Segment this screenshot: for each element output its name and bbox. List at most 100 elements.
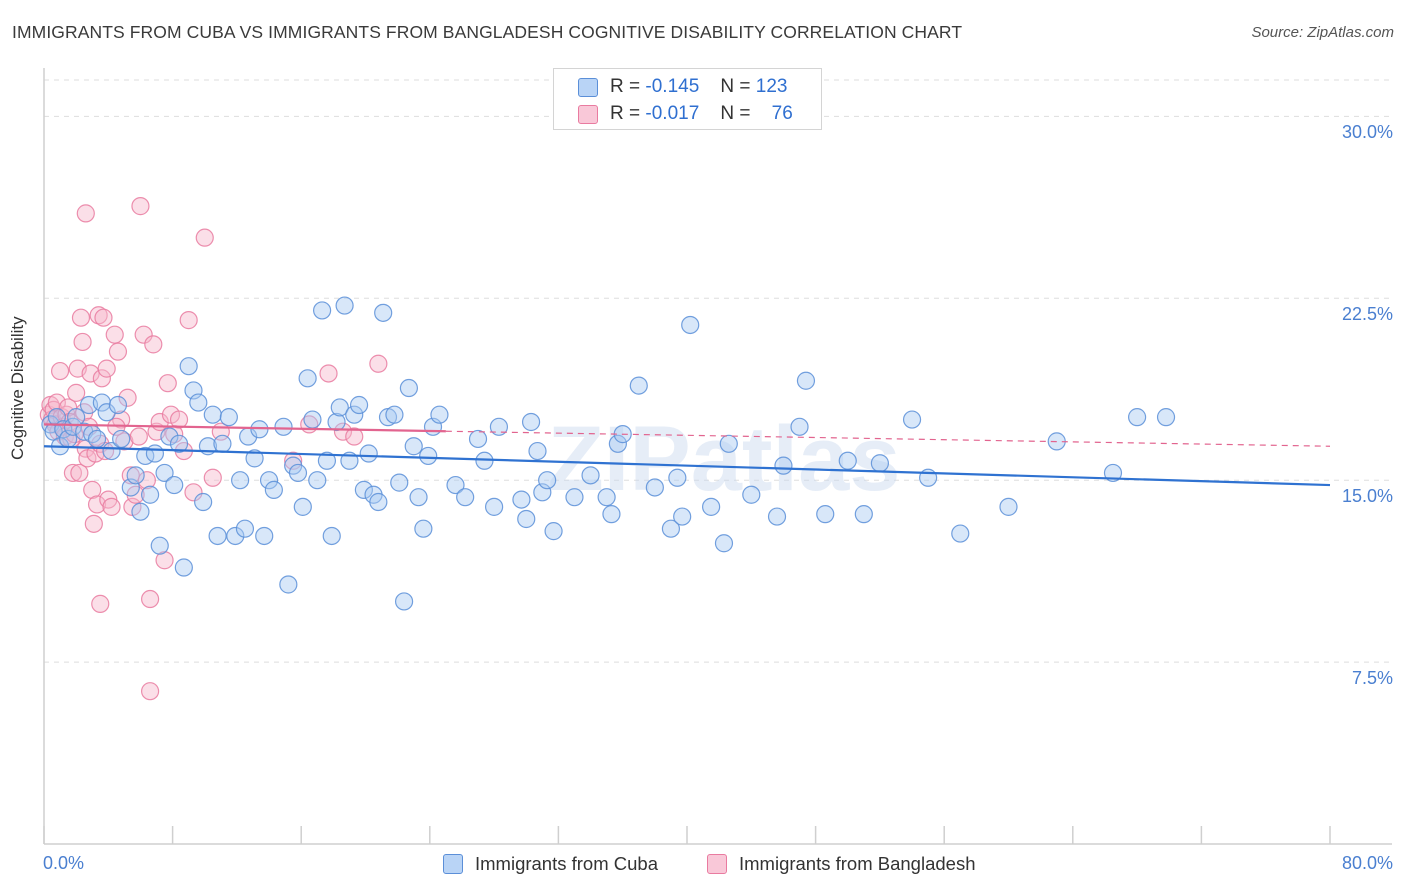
- y-tick-label: 7.5%: [1351, 668, 1393, 689]
- data-point: [446, 475, 465, 495]
- data-point: [105, 325, 124, 344]
- cuba-n-label: N =: [720, 76, 751, 97]
- data-point: [158, 374, 177, 393]
- data-point: [1103, 463, 1123, 483]
- data-point: [169, 434, 189, 453]
- data-point: [63, 417, 83, 436]
- data-point: [602, 505, 621, 524]
- data-point: [71, 308, 91, 327]
- data-point: [203, 468, 222, 487]
- data-point: [565, 488, 584, 507]
- data-point: [719, 434, 738, 453]
- data-point: [838, 451, 857, 470]
- data-point: [409, 488, 428, 507]
- trend-lines: [43, 423, 1331, 487]
- data-point: [1127, 408, 1147, 427]
- data-point: [303, 410, 322, 429]
- data-point: [89, 306, 108, 325]
- data-point: [404, 437, 423, 456]
- data-point: [264, 480, 283, 499]
- data-point: [259, 471, 279, 490]
- data-point: [213, 434, 232, 453]
- data-point: [533, 483, 552, 502]
- y-tick-label: 30.0%: [1341, 122, 1393, 143]
- data-point: [195, 228, 214, 247]
- data-point: [87, 429, 107, 449]
- data-point: [279, 575, 298, 594]
- data-point: [184, 381, 203, 400]
- data-point: [245, 449, 264, 468]
- data-point: [145, 444, 165, 463]
- legend-item-cuba: Immigrants from Cuba: [443, 853, 658, 875]
- data-point: [91, 594, 110, 613]
- data-point: [354, 480, 373, 499]
- watermark: ZIPatlas: [548, 408, 901, 510]
- data-point: [174, 558, 193, 577]
- data-point: [322, 526, 341, 546]
- data-point: [293, 497, 312, 516]
- data-point: [140, 589, 160, 609]
- data-point: [581, 466, 600, 485]
- data-point: [121, 478, 140, 497]
- bangladesh-r-value: -0.017: [645, 103, 700, 124]
- data-point: [155, 463, 174, 483]
- legend-row-bangladesh: R = -0.017 N = 76: [578, 101, 793, 127]
- data-point: [673, 507, 692, 526]
- data-point: [319, 364, 338, 383]
- data-point: [137, 471, 156, 490]
- cuba-legend-swatch: [443, 854, 463, 874]
- data-point: [231, 471, 250, 490]
- data-point: [169, 410, 189, 429]
- bangladesh-legend-swatch: [707, 854, 727, 874]
- data-point: [165, 475, 184, 495]
- data-point: [108, 395, 128, 415]
- data-point: [226, 526, 245, 546]
- cuba-r-value: -0.145: [645, 76, 700, 97]
- bangladesh-n-label: N =: [720, 103, 751, 124]
- data-point: [528, 441, 547, 461]
- data-point: [126, 466, 145, 485]
- bangladesh-n-value: 76: [771, 103, 793, 124]
- data-point: [390, 473, 409, 492]
- data-point: [456, 488, 475, 507]
- data-point: [189, 393, 208, 412]
- data-point: [312, 301, 332, 320]
- data-point: [767, 507, 787, 526]
- data-point: [144, 335, 163, 354]
- data-point: [47, 393, 66, 412]
- data-point: [102, 497, 121, 516]
- data-point: [796, 371, 816, 390]
- data-point: [714, 534, 734, 553]
- data-point: [399, 378, 419, 398]
- data-point: [774, 456, 793, 475]
- data-point: [870, 454, 890, 473]
- data-point: [97, 403, 116, 422]
- data-point: [102, 441, 121, 461]
- data-point: [179, 357, 198, 376]
- data-point: [284, 451, 303, 470]
- data-point: [235, 519, 255, 538]
- cuba-swatch: [578, 77, 598, 97]
- data-point: [155, 551, 174, 570]
- bangladesh-r-label: R =: [610, 103, 641, 124]
- data-point: [108, 342, 128, 361]
- data-point: [790, 417, 809, 436]
- data-point: [255, 526, 274, 546]
- data-point: [118, 388, 137, 407]
- data-point: [349, 395, 369, 415]
- data-point: [63, 463, 83, 483]
- y-axis-label: Cognitive Disability: [8, 316, 27, 460]
- data-point: [345, 405, 364, 424]
- data-point: [538, 471, 557, 490]
- data-point: [414, 519, 433, 538]
- data-point: [150, 536, 169, 555]
- data-point: [385, 405, 404, 424]
- bangladesh-trend-line: [43, 423, 446, 433]
- data-point: [134, 325, 153, 344]
- data-point: [288, 463, 308, 483]
- source-label: Source: ZipAtlas.com: [1251, 24, 1394, 41]
- y-tick-label: 15.0%: [1341, 486, 1393, 507]
- data-point: [179, 311, 198, 330]
- chart-title: IMMIGRANTS FROM CUBA VS IMMIGRANTS FROM …: [12, 22, 963, 42]
- data-point: [999, 497, 1018, 516]
